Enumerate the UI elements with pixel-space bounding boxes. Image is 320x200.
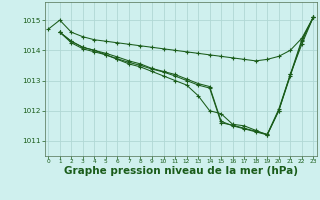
X-axis label: Graphe pression niveau de la mer (hPa): Graphe pression niveau de la mer (hPa) [64, 166, 298, 176]
